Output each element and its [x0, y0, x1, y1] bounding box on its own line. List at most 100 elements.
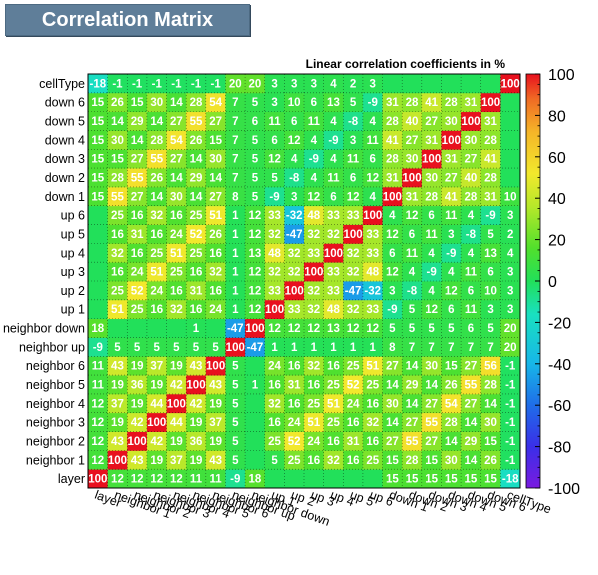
heatmap-cell	[284, 168, 305, 188]
cell-value: 44	[170, 417, 183, 429]
cell-value: -8	[407, 285, 418, 297]
heatmap-cell	[500, 168, 521, 188]
cell-value: 100	[343, 229, 362, 241]
heatmap-cell	[402, 412, 423, 432]
cell-value: 33	[307, 248, 320, 260]
cell-value: 20	[229, 78, 242, 90]
cell-value: 14	[150, 191, 163, 203]
cell-value: 31	[386, 173, 399, 185]
heatmap-cell	[343, 375, 364, 395]
heatmap-cell	[127, 74, 148, 94]
cell-value: 10	[484, 285, 497, 297]
heatmap-cell	[146, 92, 167, 113]
heatmap-cell	[323, 393, 344, 414]
colorbar-tick-label: -60	[548, 398, 571, 415]
cell-value: 4	[409, 267, 416, 279]
cell-value: 19	[209, 398, 222, 410]
colorbar-tick-label: 60	[548, 150, 566, 167]
cell-value: 28	[425, 191, 438, 203]
heatmap-cell	[225, 450, 246, 470]
cell-value: -1	[171, 78, 182, 90]
heatmap-cell	[127, 205, 148, 225]
cell-value: 10	[504, 191, 517, 203]
cell-value: 32	[288, 248, 301, 260]
cell-value: 7	[232, 173, 238, 185]
cell-value: 11	[308, 116, 321, 128]
cell-value: 15	[406, 474, 419, 486]
cell-value: 32	[307, 229, 320, 241]
cell-value: 52	[347, 380, 360, 392]
heatmap-cell	[88, 356, 109, 376]
cell-value: 14	[131, 135, 144, 147]
heatmap-cell	[500, 92, 521, 113]
heatmap-cell	[88, 205, 109, 225]
cell-value: 32	[347, 248, 360, 260]
cell-value: -8	[466, 229, 477, 241]
heatmap-cell	[245, 356, 266, 376]
cell-value: -47	[227, 323, 244, 335]
heatmap-cell	[127, 168, 148, 188]
heatmap-cell	[402, 205, 423, 225]
cell-value: 6	[291, 116, 297, 128]
heatmap-cell	[127, 262, 148, 282]
cell-value: 12	[249, 267, 262, 279]
x-tick-label: cellType	[505, 488, 553, 517]
cell-value: 7	[232, 97, 238, 109]
heatmap-cell	[284, 149, 305, 169]
heatmap-cell	[107, 186, 128, 207]
heatmap-cell	[500, 469, 521, 489]
cell-value: 31	[465, 97, 478, 109]
cell-value: 30	[150, 97, 163, 109]
cell-value: 11	[92, 380, 105, 392]
heatmap-cell	[500, 375, 521, 395]
cell-value: 24	[209, 304, 222, 316]
heatmap-cell	[421, 186, 442, 207]
cell-value: -9	[93, 342, 103, 354]
heatmap-cell	[362, 224, 383, 244]
heatmap-cell	[382, 92, 403, 113]
cell-value: 12	[150, 474, 163, 486]
cell-value: 16	[307, 455, 320, 467]
cell-value: 5	[271, 173, 278, 185]
heatmap-cell	[186, 356, 207, 376]
cell-value: 6	[468, 323, 474, 335]
heatmap-cell	[480, 262, 501, 282]
heatmap-cell	[402, 318, 423, 338]
heatmap-cell	[127, 431, 148, 451]
heatmap-cell	[225, 205, 246, 225]
cell-value: 25	[170, 267, 183, 279]
cell-value: 5	[232, 380, 239, 392]
cell-value: 12	[307, 323, 320, 335]
heatmap-cell	[343, 431, 364, 451]
heatmap-cell	[186, 412, 207, 432]
heatmap-cell	[205, 375, 226, 395]
heatmap-cell	[245, 375, 266, 395]
cell-value: 5	[271, 455, 278, 467]
heatmap-cell	[382, 299, 403, 320]
cell-value: 51	[170, 248, 183, 260]
heatmap-cell	[205, 393, 226, 414]
cell-value: 33	[327, 210, 340, 222]
heatmap-cell	[382, 469, 403, 489]
heatmap-cell	[461, 375, 482, 395]
cell-value: 11	[327, 173, 340, 185]
heatmap-cell	[304, 186, 325, 207]
colorbar-tick-label: 0	[548, 274, 557, 291]
heatmap-cell	[402, 469, 423, 489]
cell-value: 7	[448, 342, 454, 354]
cell-value: 26	[190, 135, 203, 147]
heatmap-cell	[264, 450, 285, 470]
cell-value: 48	[268, 248, 281, 260]
heatmap-cell	[402, 281, 423, 301]
cell-value: 31	[484, 191, 497, 203]
heatmap-cell	[343, 393, 364, 414]
cell-value: 3	[507, 285, 513, 297]
cell-value: 10	[288, 97, 301, 109]
y-tick-label: neighbor up	[19, 340, 85, 354]
cell-value: 32	[268, 398, 281, 410]
cell-value: 12	[406, 210, 419, 222]
heatmap-cell	[225, 299, 246, 320]
cell-value: 51	[366, 361, 379, 373]
cell-value: 5	[232, 398, 239, 410]
heatmap-cell	[88, 92, 109, 113]
